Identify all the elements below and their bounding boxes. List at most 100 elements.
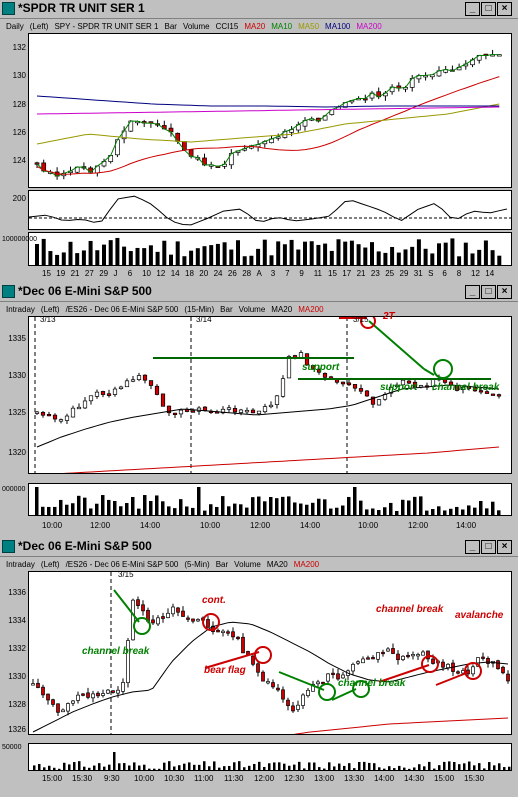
price-bar <box>94 391 100 397</box>
price-bar <box>311 683 315 692</box>
maximize-button[interactable]: □ <box>481 285 496 299</box>
volume-bar <box>458 764 461 770</box>
volume-plot[interactable] <box>28 743 512 771</box>
y-tick: 1326 <box>8 725 26 734</box>
price-bar <box>388 386 394 394</box>
x-tick: J <box>113 269 118 278</box>
volume-bar <box>470 253 475 265</box>
close-button[interactable]: × <box>497 285 512 299</box>
volume-bar <box>125 503 129 515</box>
price-bar <box>336 673 340 680</box>
price-plot[interactable] <box>28 316 512 474</box>
channel-break-circle <box>133 617 151 635</box>
x-tick: 6 <box>127 269 133 278</box>
volume-bar <box>403 249 408 265</box>
price-bar <box>176 607 180 613</box>
minimize-button[interactable]: _ <box>465 540 480 554</box>
volume-bar <box>239 504 243 515</box>
volume-plot[interactable] <box>28 232 512 266</box>
volume-bar <box>358 761 361 770</box>
volume-bar <box>461 509 465 515</box>
price-bar <box>130 379 136 382</box>
price-bar <box>154 385 160 395</box>
volume-bar <box>395 510 399 515</box>
price-bar <box>366 657 370 660</box>
y-tick: 128 <box>12 100 26 109</box>
cci-plot[interactable] <box>28 190 512 230</box>
volume-bar <box>437 243 441 265</box>
volume-bar <box>467 505 471 515</box>
volume-bar <box>416 239 421 265</box>
title-bar[interactable]: *Dec 06 E-Mini S&P 500 _ □ × <box>0 283 518 302</box>
volume-bar <box>198 764 201 770</box>
x-tick: 29 <box>399 269 409 278</box>
volume-bar <box>215 506 219 515</box>
price-bar <box>106 393 112 396</box>
volume-plot[interactable] <box>28 483 512 516</box>
y-tick: 1320 <box>8 448 26 457</box>
volume-bar <box>93 765 96 770</box>
volume-bar <box>107 499 111 515</box>
volume-bar <box>288 765 291 770</box>
x-tick: 10 <box>142 269 151 278</box>
volume-bar <box>473 765 476 770</box>
price-bar <box>486 658 490 664</box>
minimize-button[interactable]: _ <box>465 285 480 299</box>
maximize-button[interactable]: □ <box>481 2 496 16</box>
volume-bar <box>78 761 81 770</box>
price-bar <box>151 619 155 624</box>
volume-bar <box>59 499 63 515</box>
volume-bar <box>65 504 69 515</box>
volume-bar <box>363 761 366 770</box>
volume-bar <box>213 761 216 770</box>
volume-bar <box>263 501 267 515</box>
price-bar <box>250 409 256 414</box>
volume-bar <box>398 765 401 770</box>
volume-bar <box>253 763 256 770</box>
price-plot[interactable] <box>28 571 512 735</box>
price-bar <box>460 387 466 390</box>
volume-bar <box>119 506 123 515</box>
price-bar <box>231 631 235 638</box>
volume-bar <box>403 767 406 770</box>
volume-bar <box>356 244 361 265</box>
volume-bar <box>269 255 274 265</box>
price-bar <box>112 388 118 395</box>
price-bar <box>236 636 240 640</box>
x-tick: 10:00 <box>134 774 155 783</box>
volume-bar <box>309 241 314 265</box>
volume-bar <box>338 763 341 770</box>
price-bar <box>506 673 510 682</box>
volume-bar <box>282 244 287 265</box>
price-bar <box>76 406 82 410</box>
price-bar <box>291 705 295 712</box>
volume-bar <box>47 506 51 515</box>
close-button[interactable]: × <box>497 540 512 554</box>
volume-bar <box>455 506 459 515</box>
title-bar[interactable]: *Dec 06 E-Mini S&P 500 _ □ × <box>0 538 518 557</box>
volume-bar <box>209 504 213 515</box>
volume-bar <box>463 242 468 265</box>
volume-bar <box>215 243 220 265</box>
volume-bar <box>323 499 327 515</box>
close-button[interactable]: × <box>497 2 512 16</box>
maximize-button[interactable]: □ <box>481 540 496 554</box>
volume-bar <box>48 251 53 265</box>
volume-bar <box>443 242 448 265</box>
price-plot[interactable] <box>28 33 512 188</box>
price-bar <box>141 604 145 612</box>
minimize-button[interactable]: _ <box>465 2 480 16</box>
volume-bar <box>378 767 381 770</box>
volume-bar <box>53 767 56 770</box>
volume-bar <box>108 764 111 770</box>
price-bar <box>316 368 322 373</box>
price-bar <box>88 395 94 402</box>
volume-bar <box>407 500 411 515</box>
price-bar <box>241 636 245 654</box>
title-bar[interactable]: *SPDR TR UNIT SER 1 _ □ × <box>0 0 518 19</box>
volume-bar <box>477 249 482 265</box>
volume-bar <box>328 762 331 770</box>
x-tick: 15:30 <box>464 774 485 783</box>
channel-break-circle <box>318 683 336 701</box>
volume-bar <box>148 768 151 770</box>
